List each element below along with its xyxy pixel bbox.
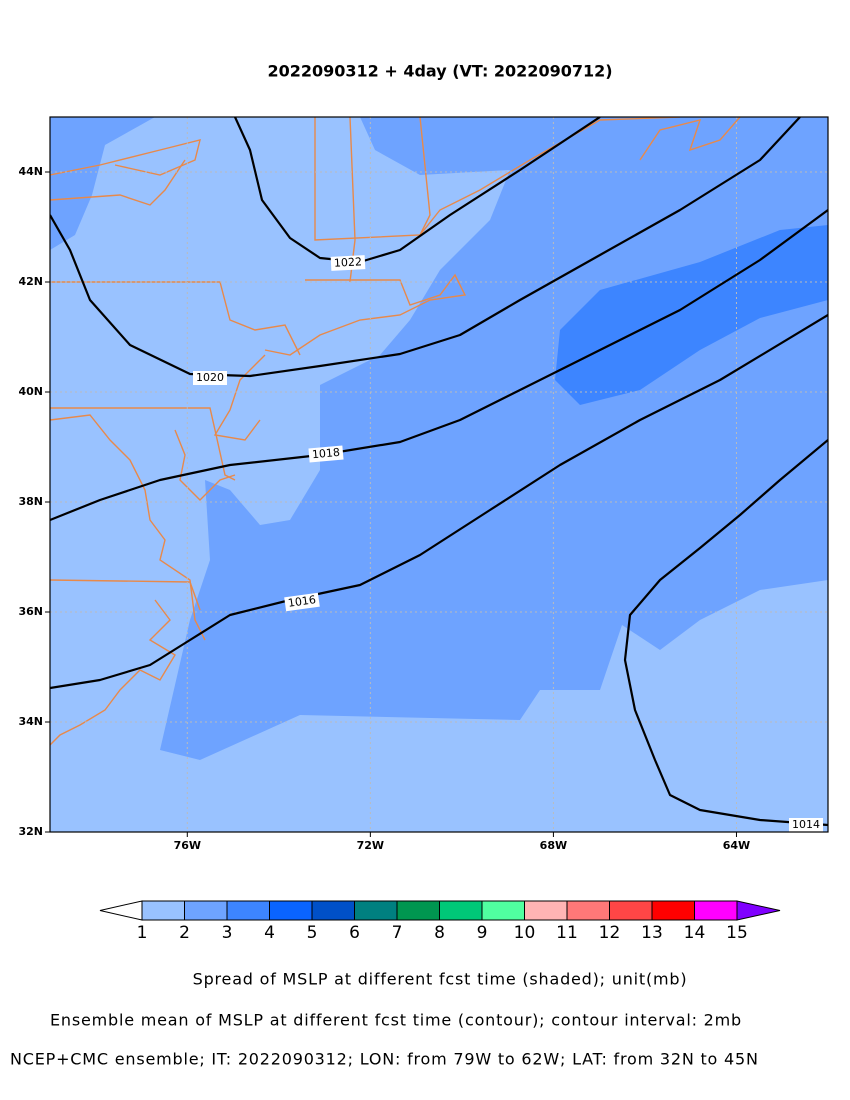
contour-label: 1020	[193, 371, 227, 385]
map-frame	[49, 116, 829, 833]
map-area: 1022 1020 1018 1016 1014	[50, 117, 828, 832]
colorbar-label: 15	[726, 923, 748, 943]
colorbar-over	[736, 900, 781, 921]
colorbar-label: 2	[179, 923, 190, 943]
colorbar-box	[439, 900, 483, 921]
contour-line	[623, 439, 828, 827]
colorbar-box	[396, 900, 440, 921]
contour-label-text: 1022	[334, 255, 363, 269]
title: 2022090312 + 4day (VT: 2022090712)	[267, 62, 612, 81]
colorbar-label: 13	[641, 923, 663, 943]
caption: Spread of MSLP at different fcst time (s…	[193, 970, 688, 989]
colorbar-label: 4	[264, 923, 275, 943]
x-tick-label: 76W	[174, 839, 201, 852]
contour-label-box	[193, 371, 227, 385]
contour-label: 1014	[789, 818, 823, 832]
contour-label: 1022	[330, 255, 366, 271]
y-tick-label: 40N	[18, 385, 43, 398]
axes: 76W 72W 68W 64W 32N 34N 36N 38N 40N 42N 44N	[18, 165, 750, 852]
grid	[50, 117, 828, 832]
colorbar-label: 6	[349, 923, 360, 943]
shading-dark	[555, 225, 828, 405]
caption: NCEP+CMC ensemble; IT: 2022090312; LON: …	[10, 1050, 759, 1069]
colorbar-label: 1	[137, 923, 148, 943]
colorbar-label: 7	[392, 923, 403, 943]
coastline	[174, 429, 236, 501]
coastline	[50, 139, 201, 176]
x-tick-label: 72W	[357, 839, 384, 852]
colorbar-box	[481, 900, 525, 921]
contour-label: 1018	[308, 445, 344, 463]
contour-line	[50, 314, 828, 690]
colorbar-label: 12	[599, 923, 621, 943]
colorbar-box	[354, 900, 398, 921]
captions: Spread of MSLP at different fcst time (s…	[10, 970, 759, 1069]
contours: 1022 1020 1018 1016 1014	[50, 117, 828, 832]
y-tick-label: 36N	[18, 605, 43, 618]
colorbar-box	[524, 900, 568, 921]
contour-label: 1016	[284, 592, 320, 612]
colorbar-box	[311, 900, 355, 921]
colorbar-label: 3	[222, 923, 233, 943]
coastline	[50, 414, 206, 641]
colorbar-label: 9	[477, 923, 488, 943]
contour-label-box	[284, 592, 320, 612]
contour-label-box	[330, 255, 366, 271]
colorbar-box	[269, 900, 313, 921]
coastline	[50, 159, 186, 206]
contour-label-text: 1018	[311, 446, 340, 461]
y-tick-label: 42N	[18, 275, 43, 288]
caption: Ensemble mean of MSLP at different fcst …	[50, 1011, 742, 1030]
colorbar-box	[226, 900, 270, 921]
contour-label-box	[789, 818, 823, 832]
colorbar-label: 8	[434, 923, 445, 943]
y-tick-label: 34N	[18, 715, 43, 728]
x-tick-label: 64W	[723, 839, 750, 852]
contour-line	[50, 117, 801, 378]
colorbar-box	[609, 900, 653, 921]
contour-label-box	[308, 445, 344, 463]
colorbar-box	[566, 900, 610, 921]
y-tick-label: 32N	[18, 825, 43, 838]
coastline	[639, 117, 741, 161]
shading-medium	[50, 117, 155, 250]
y-tick-label: 38N	[18, 495, 43, 508]
colorbar-label: 10	[514, 923, 536, 943]
contour-line	[50, 209, 828, 522]
colorbar-box	[651, 900, 695, 921]
x-tick-label: 68W	[540, 839, 567, 852]
coastline	[50, 599, 176, 746]
colorbar-box	[694, 900, 738, 921]
coastline	[419, 117, 681, 236]
colorbar-label: 5	[307, 923, 318, 943]
border	[50, 579, 201, 611]
colorbar-box	[141, 900, 185, 921]
colorbar-label: 11	[556, 923, 578, 943]
coastline	[264, 273, 467, 356]
y-tick-label: 44N	[18, 165, 43, 178]
colorbar-label: 14	[684, 923, 706, 943]
colorbar-box	[184, 900, 228, 921]
contour-label-text: 1016	[287, 593, 317, 610]
colorbar: 1 2 3 4 5 6 7 8 9 10 11 12 13 14 15	[99, 900, 781, 943]
contour-label-text: 1020	[196, 371, 224, 384]
contour-label-text: 1014	[792, 818, 820, 831]
